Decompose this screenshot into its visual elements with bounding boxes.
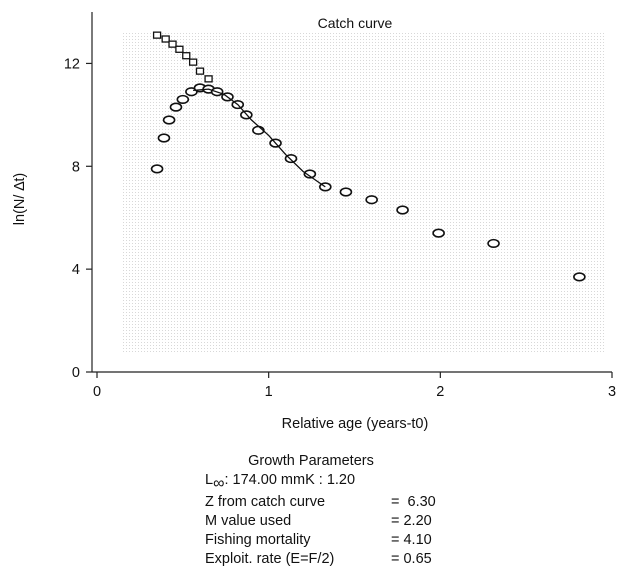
param-value: = 4.10 bbox=[391, 531, 432, 548]
circle-data-point bbox=[169, 102, 183, 112]
linf-line: L∞: 174.00 mmK : 1.20 bbox=[205, 471, 525, 493]
chart-title: Catch curve bbox=[318, 15, 393, 31]
x-axis-label: Relative age (years-t0) bbox=[282, 416, 429, 432]
x-tick-label: 0 bbox=[93, 384, 101, 400]
circle-data-point bbox=[432, 228, 445, 238]
square-data-point bbox=[168, 40, 177, 48]
square-data-point bbox=[152, 31, 162, 39]
param-value: = 6.30 bbox=[391, 493, 436, 510]
linf-subscript: ∞ bbox=[213, 474, 225, 492]
linf-value: : 174.00 mmK : 1.20 bbox=[224, 472, 356, 488]
param-label: Fishing mortality bbox=[205, 531, 311, 548]
y-tick-label: 12 bbox=[64, 56, 80, 72]
y-tick-label: 8 bbox=[72, 159, 80, 175]
linf-symbol: L bbox=[205, 472, 214, 488]
square-data-point bbox=[161, 35, 170, 43]
square-data-point bbox=[195, 67, 205, 75]
circle-data-point bbox=[162, 115, 176, 125]
y-tick-label: 4 bbox=[72, 262, 80, 278]
square-data-point bbox=[204, 75, 213, 83]
square-data-point bbox=[182, 52, 191, 60]
y-tick-label: 0 bbox=[72, 365, 80, 381]
param-row: Z from catch curve = 6.30 bbox=[205, 493, 525, 512]
circle-data-point bbox=[396, 205, 409, 215]
regression-line bbox=[193, 88, 326, 188]
growth-parameters-heading: Growth Parameters bbox=[248, 453, 374, 469]
circle-data-point bbox=[365, 195, 378, 205]
growth-parameters-panel: Growth Parameters L∞: 174.00 mmK : 1.20 … bbox=[205, 452, 525, 569]
param-row: Fishing mortality = 4.10 bbox=[205, 531, 525, 550]
circle-data-point bbox=[176, 94, 190, 105]
circle-data-point bbox=[487, 238, 500, 249]
x-tick-label: 1 bbox=[265, 384, 273, 400]
circle-data-point bbox=[573, 272, 586, 282]
plot-texture bbox=[122, 32, 604, 354]
x-tick-label: 3 bbox=[608, 384, 616, 400]
param-label: Z from catch curve bbox=[205, 493, 326, 510]
param-value: = 0.65 bbox=[391, 550, 432, 567]
circle-data-point bbox=[339, 187, 353, 197]
param-label: Exploit. rate (E=F/2) bbox=[205, 550, 335, 567]
param-value: = 2.20 bbox=[391, 512, 432, 529]
x-tick-label: 2 bbox=[436, 384, 444, 400]
param-row: Exploit. rate (E=F/2) = 0.65 bbox=[205, 550, 525, 569]
y-axis-label: ln(N/ ∆t) bbox=[12, 173, 28, 225]
square-data-point bbox=[188, 58, 198, 66]
square-data-point bbox=[175, 45, 184, 53]
circle-data-point bbox=[150, 164, 164, 174]
circle-data-point bbox=[157, 133, 171, 143]
param-row: M value used = 2.20 bbox=[205, 512, 525, 531]
param-label: M value used bbox=[205, 512, 292, 529]
circle-data-point bbox=[303, 169, 317, 179]
